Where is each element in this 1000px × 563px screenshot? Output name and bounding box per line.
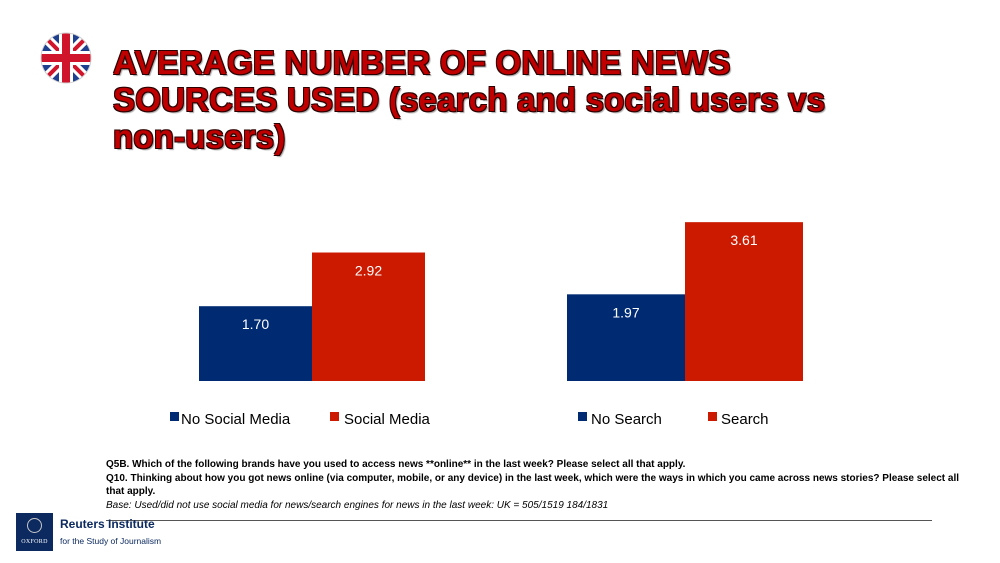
oxford-crest-icon — [27, 518, 42, 533]
note-q5b: Q5B. Which of the following brands have … — [106, 459, 686, 470]
footer-divider — [106, 520, 932, 521]
legend-swatch — [578, 412, 587, 421]
data-label: 2.92 — [355, 263, 382, 279]
chart-2: 1.97 No Search 3.61 Search — [567, 222, 803, 428]
page-title: AVERAGE NUMBER OF ONLINE NEWS SOURCES US… — [113, 44, 973, 155]
oxford-logo-box: OXFORD — [16, 513, 53, 551]
bar-social-media — [312, 252, 425, 381]
note-q10: Q10. Thinking about how you got news onl… — [106, 472, 960, 498]
data-label: 1.70 — [242, 316, 269, 332]
data-label: 1.97 — [612, 304, 639, 320]
legend-swatch — [170, 412, 179, 421]
legend-label: No Search — [591, 411, 662, 428]
bar-no-social-media — [199, 306, 312, 381]
title-line-3: non-users) — [113, 118, 286, 155]
title-line-2: SOURCES USED (search and social users vs — [113, 81, 826, 118]
legend-label: No Social Media — [181, 411, 291, 428]
legend-swatch — [708, 412, 717, 421]
title-line-1: AVERAGE NUMBER OF ONLINE NEWS — [113, 44, 731, 81]
logo-subtitle: for the Study of Journalism — [60, 536, 162, 546]
uk-flag-icon — [40, 32, 92, 84]
legend-label: Search — [721, 411, 769, 428]
oxford-text: OXFORD — [21, 539, 48, 545]
note-base: Base: Used/did not use social media for … — [106, 499, 609, 511]
reuters-institute-logo: OXFORD Reuters Institute for the Study o… — [16, 513, 216, 553]
bar-no-search — [567, 294, 685, 381]
logo-name: Reuters Institute — [60, 517, 155, 531]
chart-1: 1.70 No Social Media 2.92 Social Media — [170, 252, 431, 428]
legend-swatch — [330, 412, 339, 421]
bar-search — [685, 222, 803, 381]
survey-notes: Q5B. Which of the following brands have … — [106, 458, 966, 512]
legend-label: Social Media — [344, 411, 431, 428]
data-label: 3.61 — [730, 232, 757, 248]
